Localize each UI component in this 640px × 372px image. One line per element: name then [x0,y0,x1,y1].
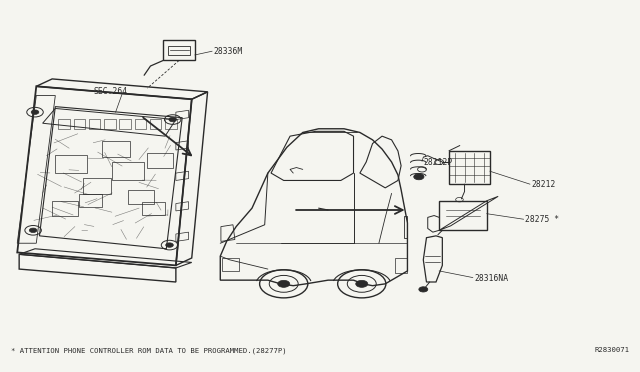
Text: SEC.264: SEC.264 [93,87,127,96]
Circle shape [414,174,424,180]
Text: 28316NA: 28316NA [474,274,508,283]
Text: * ATTENTION PHONE CONTROLLER ROM DATA TO BE PROGRAMMED.(28277P): * ATTENTION PHONE CONTROLLER ROM DATA TO… [11,347,287,353]
Text: 28212P: 28212P [423,157,452,167]
Text: 28275 *: 28275 * [525,215,559,224]
Circle shape [31,110,39,114]
Circle shape [356,280,368,287]
Text: 28336M: 28336M [214,47,243,56]
Circle shape [29,228,37,232]
Text: 28212: 28212 [531,180,556,189]
Circle shape [169,117,177,122]
Circle shape [419,287,428,292]
Circle shape [166,243,173,247]
Text: R2830071: R2830071 [595,347,630,353]
Circle shape [278,280,290,287]
